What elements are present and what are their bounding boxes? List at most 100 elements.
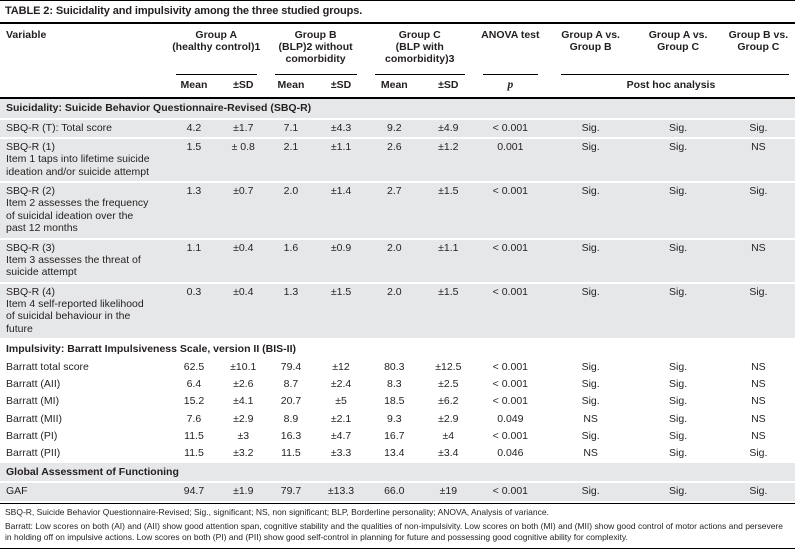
table-title: TABLE 2: Suicidality and impulsivity amo… (0, 1, 795, 24)
row-description: Item 2 assesses the frequency of suicida… (6, 197, 149, 235)
group-a-subname: (healthy control)1 (172, 41, 261, 54)
column-header-a-vs-c: Group A vs. Group C (634, 24, 722, 75)
table-row: SBQ-R (T): Total score 4.2 ±1.7 7.1 ±4.3… (0, 118, 795, 139)
variable-cell: SBQ-R (1) Item 1 taps into lifetime suici… (0, 137, 167, 184)
header-rule (175, 74, 257, 75)
mean-c-cell: 16.7 (365, 428, 423, 446)
mean-c-cell: 9.3 (365, 410, 423, 429)
subheader-sd-b: ±SD (316, 75, 366, 100)
row-label: GAF (6, 485, 28, 498)
b-vs-c-cell: Sig. (721, 118, 795, 139)
sd-c-cell: ±12.5 (422, 358, 474, 376)
sd-b-cell: ±4.7 (316, 428, 366, 446)
table-row: Barratt total score 62.5 ±10.1 79.4 ±12 … (0, 358, 795, 376)
header-sub-row: Mean ±SD Mean ±SD Mean ±SD p Post hoc an… (0, 75, 795, 100)
mean-c-cell: 2.6 (365, 137, 423, 184)
group-c-subname: (BLP with comorbidity)3 (385, 41, 455, 66)
row-label: Barratt (MII) (6, 412, 63, 425)
mean-a-cell: 94.7 (166, 482, 221, 503)
a-vs-c-line2: Group C (657, 41, 700, 54)
results-table: Variable Group A (healthy control)1 Grou… (0, 24, 795, 503)
subheader-mean-b: Mean (265, 75, 317, 100)
column-header-anova: ANOVA test (474, 24, 547, 75)
subheader-mean-a: Mean (166, 75, 221, 100)
mean-a-cell: 15.2 (166, 393, 221, 411)
variable-cell: Barratt (PII) (0, 445, 167, 463)
a-vs-c-cell: Sig. (634, 238, 722, 284)
a-vs-c-cell: Sig. (634, 410, 722, 429)
a-vs-b-cell: NS (546, 410, 635, 429)
mean-c-cell: 2.0 (365, 282, 423, 341)
column-header-group-c: Group C (BLP with comorbidity)3 (366, 24, 474, 75)
section-heading-label: Suicidality: Suicide Behavior Questionna… (0, 98, 795, 120)
table-row: Barratt (AII) 6.4 ±2.6 8.7 ±2.4 8.3 ±2.5… (0, 375, 795, 394)
sd-a-cell: ±10.1 (221, 358, 266, 376)
mean-b-cell: 1.3 (265, 282, 317, 341)
mean-c-cell: 2.7 (365, 182, 423, 240)
a-vs-b-cell: Sig. (546, 428, 635, 446)
a-vs-c-cell: Sig. (634, 358, 722, 376)
b-vs-c-cell: Sig. (721, 282, 795, 341)
sd-c-cell: ±2.5 (422, 375, 474, 394)
sd-b-cell: ±4.3 (316, 118, 366, 139)
sd-c-cell: ±1.5 (422, 282, 474, 341)
sd-a-cell: ±1.9 (221, 482, 266, 503)
p-value-cell: < 0.001 (473, 482, 547, 503)
column-header-variable: Variable (6, 29, 47, 41)
variable-cell: Barratt (PI) (0, 428, 167, 446)
p-value-cell: 0.046 (473, 445, 547, 463)
row-label: SBQ-R (1) (6, 140, 56, 153)
header-group-row: Variable Group A (healthy control)1 Grou… (0, 24, 795, 75)
a-vs-b-line2: Group B (569, 41, 612, 54)
subheader-p: p (473, 75, 547, 100)
b-vs-c-cell: Sig. (721, 445, 795, 463)
sd-a-cell: ±3 (221, 428, 266, 446)
a-vs-c-cell: Sig. (634, 393, 722, 411)
group-b-name: Group B (294, 29, 337, 41)
mean-b-cell: 2.0 (265, 182, 317, 240)
p-value-cell: < 0.001 (473, 428, 547, 446)
table-row: Barratt (PII) 11.5 ±3.2 11.5 ±3.3 13.4 ±… (0, 445, 795, 463)
b-vs-c-line2: Group C (737, 41, 780, 54)
header-rule (560, 74, 635, 75)
mean-b-cell: 1.6 (265, 238, 317, 284)
row-label: SBQ-R (T): Total score (6, 121, 112, 134)
sd-b-cell: ±0.9 (316, 238, 366, 284)
mean-b-cell: 2.1 (265, 137, 317, 184)
mean-c-cell: 2.0 (365, 238, 423, 284)
group-a-name: Group A (195, 29, 238, 41)
sd-c-cell: ±4.9 (422, 118, 474, 139)
variable-cell: SBQ-R (2) Item 2 assesses the frequency o… (0, 182, 167, 240)
variable-cell: Barratt (AII) (0, 375, 167, 394)
group-b-subname-2: comorbidity (285, 53, 346, 66)
sd-b-cell: ±13.3 (316, 482, 366, 503)
a-vs-c-cell: Sig. (634, 137, 722, 184)
p-value-cell: < 0.001 (473, 358, 547, 376)
b-vs-c-cell: NS (721, 428, 795, 446)
mean-a-cell: 7.6 (166, 410, 221, 429)
a-vs-b-cell: Sig. (546, 182, 635, 240)
row-label: Barratt (AII) (6, 377, 61, 390)
a-vs-c-cell: Sig. (634, 375, 722, 394)
p-value-cell: < 0.001 (473, 118, 547, 139)
a-vs-c-cell: Sig. (634, 482, 722, 503)
mean-b-cell: 7.1 (265, 118, 317, 139)
subheader-mean-c: Mean (365, 75, 423, 100)
b-vs-c-cell: Sig. (721, 182, 795, 240)
p-value-cell: < 0.001 (473, 393, 547, 411)
footnote-abbreviations: SBQ-R, Suicide Behavior Questionnaire-Re… (5, 506, 549, 517)
row-label: SBQ-R (3) (6, 241, 56, 254)
sd-a-cell: ±1.7 (221, 118, 266, 139)
sd-b-cell: ±1.1 (316, 137, 366, 184)
sd-c-cell: ±1.2 (422, 137, 474, 184)
variable-cell: SBQ-R (3) Item 3 assesses the threat of s… (0, 238, 167, 284)
variable-cell: Barratt (MI) (0, 393, 167, 411)
table-row: Barratt (MII) 7.6 ±2.9 8.9 ±2.1 9.3 ±2.9… (0, 410, 795, 429)
a-vs-b-line1: Group A vs. (561, 29, 620, 41)
a-vs-b-cell: Sig. (546, 358, 635, 376)
sd-c-cell: ±3.4 (422, 445, 474, 463)
sd-b-cell: ±12 (316, 358, 366, 376)
table-header: Variable Group A (healthy control)1 Grou… (0, 24, 795, 100)
header-rule (374, 74, 465, 75)
row-label: Barratt (PI) (6, 430, 58, 443)
